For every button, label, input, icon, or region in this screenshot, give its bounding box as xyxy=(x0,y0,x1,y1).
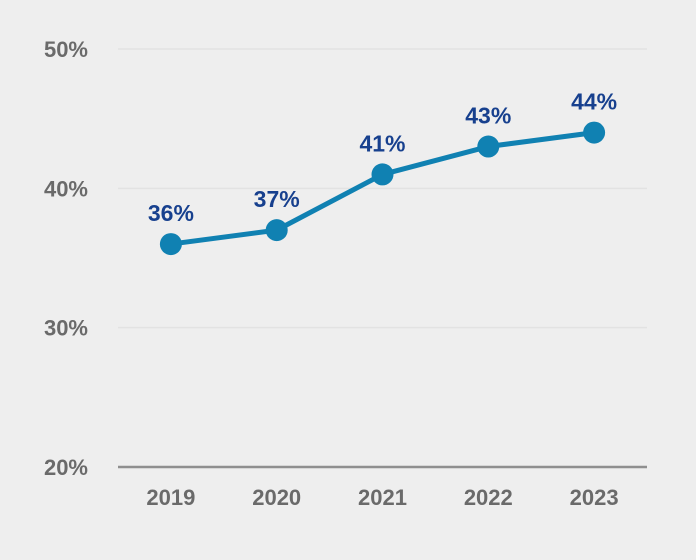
x-tick-label: 2022 xyxy=(464,485,513,510)
data-point-label: 37% xyxy=(254,186,300,212)
y-tick-label: 30% xyxy=(44,316,88,341)
data-point-label: 43% xyxy=(465,103,511,129)
x-tick-label: 2023 xyxy=(570,485,619,510)
y-tick-label: 20% xyxy=(44,455,88,480)
data-point-label: 44% xyxy=(571,89,617,115)
data-point-marker xyxy=(265,219,288,242)
x-tick-label: 2021 xyxy=(358,485,407,510)
data-point-label: 36% xyxy=(148,200,194,226)
data-point-marker xyxy=(371,163,394,186)
x-tick-label: 2020 xyxy=(252,485,301,510)
y-tick-label: 40% xyxy=(44,176,88,201)
data-point-marker xyxy=(159,233,182,256)
x-tick-label: 2019 xyxy=(146,485,195,510)
data-point-label: 41% xyxy=(359,130,405,156)
data-point-marker xyxy=(477,135,500,158)
y-tick-label: 50% xyxy=(44,37,88,62)
data-point-marker xyxy=(583,121,606,144)
